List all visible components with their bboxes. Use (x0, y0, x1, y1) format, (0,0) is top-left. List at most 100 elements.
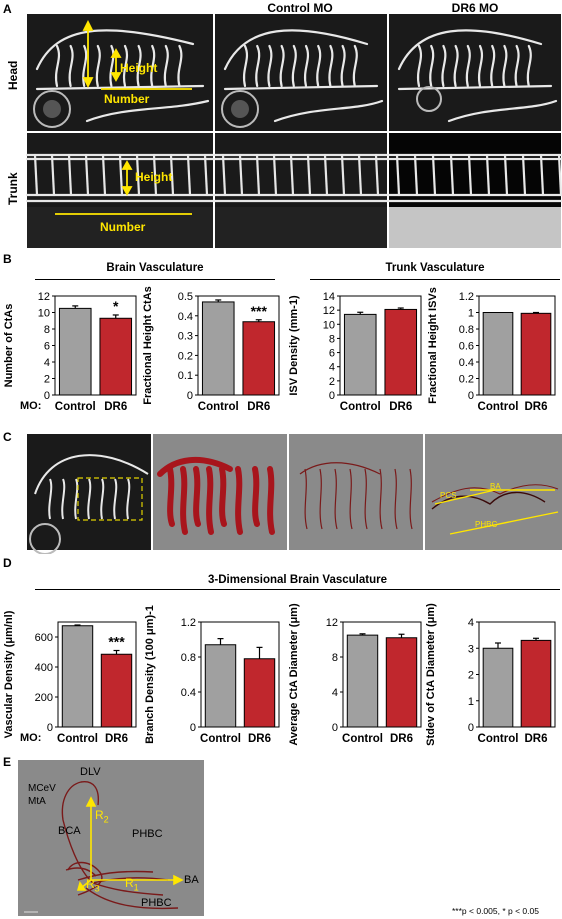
panel-letter-a: A (3, 2, 12, 16)
bar-chart-5: 0 200 400 600 Vascular Density (μm/nl) Contro… (3, 610, 137, 745)
y-tick-label: 0.2 (178, 350, 193, 362)
r3-label: R3 (86, 877, 100, 894)
y-tick-label: 1 (468, 308, 474, 320)
head-height-annotation: Height (120, 61, 158, 75)
y-tick-label: 400 (35, 662, 53, 674)
y-tick-label: 0 (47, 722, 53, 734)
y-tick-label: 2 (44, 374, 50, 386)
y-tick-label: 0.6 (459, 341, 474, 353)
bar-chart-7: 0 4 8 12 Average CtA Diameter (μm) Control DR6 (288, 603, 422, 746)
column-header-control-mo: Control MO (267, 1, 333, 15)
r1-label: R1 (125, 876, 139, 893)
x-category-label: DR6 (247, 401, 270, 413)
x-category-label: Control (340, 401, 381, 413)
panel-c-3d-render (153, 434, 287, 550)
micrograph-3 (389, 14, 561, 131)
panel-c-micrograph (27, 434, 151, 554)
y-tick-label: 0 (190, 722, 196, 734)
y-axis-label: Stdev of CtA Diameter (μm) (425, 603, 437, 746)
bar-control (58, 307, 92, 396)
y-axis-label: Vascular Density (μm/nl) (3, 610, 15, 738)
x-category-label: DR6 (104, 401, 127, 413)
panel-c-skeleton (289, 434, 423, 550)
bar-chart-8: 0 1 2 3 4 Stdev of CtA Diameter (μm) Control DR… (425, 603, 556, 746)
y-tick-label: 12 (323, 305, 335, 317)
plot-frame (339, 295, 422, 396)
phbc-upper-label: PHBC (132, 828, 163, 840)
bar-dr6 (520, 639, 552, 728)
bar-control (346, 634, 379, 728)
bar-chart-3: 0 2 4 6 8 10 12 14 ISV Density (mm-1) Control DR6 (288, 291, 422, 413)
r2-label: R2 (95, 808, 109, 825)
y-tick-label: 4 (468, 617, 474, 629)
y-tick-label: 0 (468, 722, 474, 734)
panel-e-schematic (18, 760, 204, 916)
y-tick-label: 0.8 (459, 324, 474, 336)
y-axis-label: Average CtA Diameter (μm) (288, 603, 300, 746)
y-tick-label: 0.4 (459, 357, 474, 369)
y-tick-label: 1.2 (181, 617, 196, 629)
y-tick-label: 0.4 (181, 687, 196, 699)
trunk-height-annotation: Height (135, 170, 173, 184)
y-tick-label: 12 (38, 291, 50, 303)
panel-d-mo-label: MO: (20, 732, 42, 744)
y-axis-label: Number of CtAs (3, 304, 15, 388)
pcs-label: PCS (440, 491, 457, 500)
x-category-label: Control (57, 733, 98, 745)
y-tick-label: 600 (35, 632, 53, 644)
y-tick-label: 10 (38, 308, 50, 320)
x-category-label: DR6 (248, 733, 271, 745)
x-category-label: DR6 (105, 733, 128, 745)
y-tick-label: 0.3 (178, 331, 193, 343)
panel-c-annotated (425, 434, 562, 550)
y-tick-label: 1 (468, 696, 474, 708)
panel-b-mo-label: MO: (20, 400, 42, 412)
mta-label: MtA (28, 796, 46, 807)
y-tick-label: 4 (44, 357, 50, 369)
phbc-lower-label: PHBC (141, 897, 172, 909)
3d-brain-vasculature-title: 3-Dimensional Brain Vasculature (208, 574, 387, 586)
bar-control (201, 301, 235, 396)
y-tick-label: 6 (44, 341, 50, 353)
y-tick-label: 6 (329, 348, 335, 360)
y-tick-label: 12 (326, 617, 338, 629)
panel-letter-e: E (3, 755, 12, 769)
trunk-vasculature-title: Trunk Vasculature (385, 262, 485, 274)
y-tick-label: 0.1 (178, 370, 193, 382)
bar-control (61, 625, 94, 728)
micrograph-6 (387, 133, 562, 248)
y-tick-label: 10 (323, 319, 335, 331)
significance-marker: * (113, 298, 119, 314)
bar-chart-2: 0 0.1 0.2 0.3 0.4 0.5 Fractional Height CtAs Co… (142, 286, 280, 413)
bar-dr6 (384, 308, 418, 396)
ba-label: BA (490, 482, 501, 491)
y-tick-label: 4 (329, 362, 335, 374)
y-tick-label: 8 (332, 652, 338, 664)
y-tick-label: 1.2 (459, 291, 474, 303)
y-tick-label: 14 (323, 291, 335, 303)
y-tick-label: 0 (44, 390, 50, 402)
y-tick-label: 0 (468, 390, 474, 402)
y-tick-label: 8 (44, 324, 50, 336)
bar-chart-6: 0 0.4 0.8 1.2 Branch Density (100 μm)-1 Contr… (144, 605, 280, 745)
x-category-label: Control (478, 733, 519, 745)
bar-control (204, 644, 237, 728)
y-axis-label: Fractional Height CtAs (142, 286, 154, 405)
y-axis-label: ISV Density (mm-1) (288, 295, 300, 396)
y-tick-label: 0.4 (178, 311, 193, 323)
y-tick-label: 0.8 (181, 652, 196, 664)
x-category-label: Control (198, 401, 239, 413)
bar-dr6 (100, 653, 133, 728)
x-category-label: Control (55, 401, 96, 413)
trunk-vasculature-rule (310, 279, 560, 280)
head-number-annotation: Number (104, 92, 150, 106)
bar-chart-4: 0 0.2 0.4 0.6 0.8 1 1.2 Fractional Height ISVs C… (427, 287, 556, 413)
y-tick-label: 0 (329, 390, 335, 402)
y-tick-label: 3 (468, 643, 474, 655)
significance-marker: *** (251, 303, 268, 319)
trunk-number-annotation: Number (100, 220, 146, 234)
y-tick-label: 4 (332, 687, 338, 699)
plot-frame (197, 295, 280, 396)
y-axis-label: Fractional Height ISVs (427, 287, 439, 404)
panel-letter-d: D (3, 556, 12, 570)
